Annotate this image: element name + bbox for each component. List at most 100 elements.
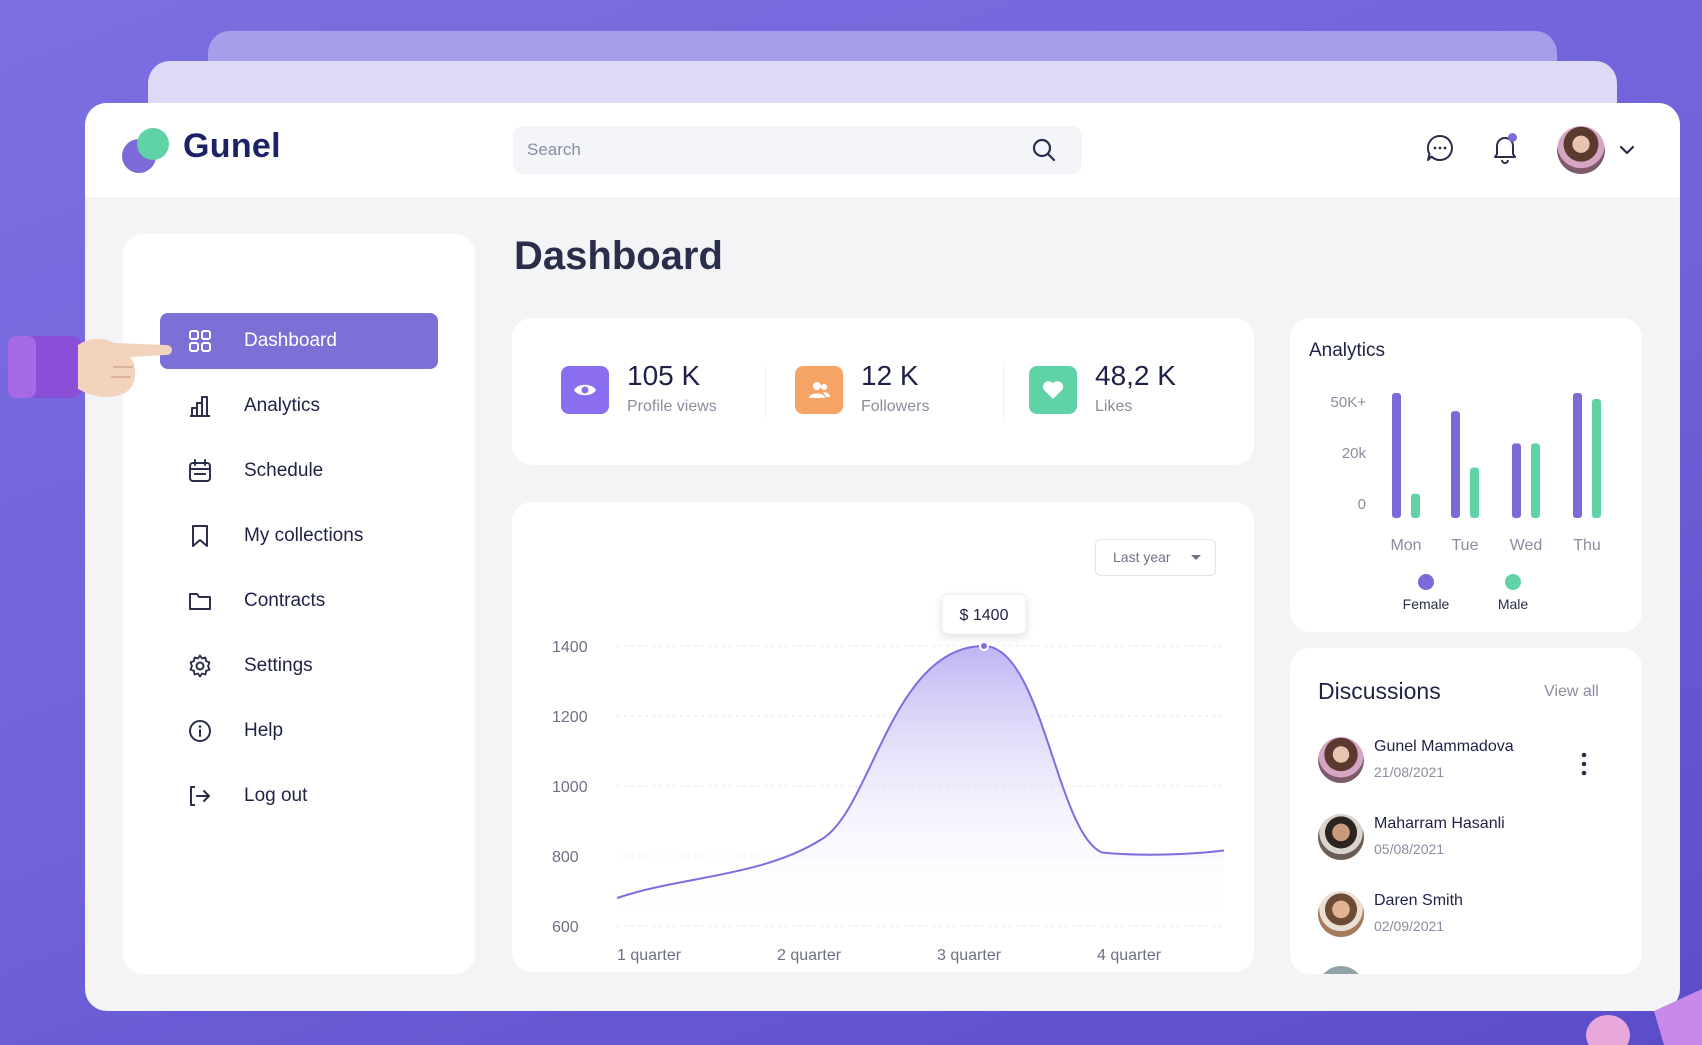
- sidebar-item-label: Settings: [244, 655, 313, 676]
- discussion-name: Gunel Mammadova: [1374, 738, 1514, 755]
- x-tick-label: 3 quarter: [937, 947, 1002, 964]
- sidebar-item-settings[interactable]: Settings: [160, 638, 438, 694]
- discussion-item[interactable]: Maharram Hasanli 05/08/2021: [1318, 814, 1618, 864]
- y-tick-label: 1200: [552, 709, 588, 726]
- sidebar-item-schedule[interactable]: Schedule: [160, 443, 438, 499]
- x-tick-label: 1 quarter: [617, 947, 682, 964]
- discussions-card: Discussions View all Gunel Mammadova 21/…: [1290, 648, 1642, 974]
- sidebar-item-dashboard[interactable]: Dashboard: [160, 313, 438, 369]
- chevron-down-icon[interactable]: [1618, 141, 1636, 159]
- avatar: [1318, 891, 1364, 937]
- value-tooltip: $ 1400: [941, 593, 1027, 635]
- sidebar: Dashboard Analytics Schedule My collecti…: [123, 234, 475, 974]
- x-tick-label: Thu: [1573, 537, 1601, 554]
- sidebar-item-label: Help: [244, 720, 284, 741]
- tooltip-text: $ 1400: [960, 607, 1009, 624]
- logout-icon: [190, 786, 210, 806]
- sidebar-item-label: Log out: [244, 785, 308, 806]
- sidebar-item-help[interactable]: Help: [160, 703, 438, 759]
- sidebar-item-label: Schedule: [244, 460, 324, 481]
- discussion-name: Daren Smith: [1374, 892, 1463, 909]
- search-input[interactable]: [527, 126, 1007, 174]
- grid-icon: [189, 330, 211, 352]
- more-vertical-icon[interactable]: [1580, 751, 1588, 777]
- stat-divider: [765, 366, 766, 418]
- discussion-date: 05/08/2021: [1374, 841, 1445, 857]
- heart-icon: [1029, 366, 1077, 414]
- app-window: Gunel: [85, 103, 1680, 1011]
- view-all-link[interactable]: View all: [1544, 683, 1599, 700]
- sidebar-item-label: My collections: [244, 525, 364, 546]
- x-tick-label: Mon: [1390, 537, 1421, 554]
- sidebar-item-label: Contracts: [244, 590, 326, 611]
- avatar: [1318, 966, 1364, 974]
- bar[interactable]: [1470, 467, 1479, 518]
- stat-value: 12 K: [861, 360, 919, 391]
- x-tick-label: 4 quarter: [1097, 947, 1162, 964]
- page-title: Dashboard: [514, 234, 723, 278]
- stat-label: Likes: [1095, 398, 1133, 415]
- bar[interactable]: [1573, 393, 1582, 518]
- sidebar-item-my-collections[interactable]: My collections: [160, 508, 438, 564]
- x-tick-label: Tue: [1452, 537, 1479, 554]
- caret-down-icon: [1191, 555, 1201, 560]
- bar[interactable]: [1592, 399, 1601, 518]
- eye-icon: [561, 366, 609, 414]
- bookmark-icon: [192, 525, 208, 547]
- y-tick-label: 20k: [1342, 445, 1367, 462]
- pointing-hand-icon: [8, 336, 172, 398]
- search-bar: [513, 126, 1082, 174]
- period-select[interactable]: Last year: [1095, 539, 1216, 576]
- discussion-date: 21/08/2021: [1374, 764, 1445, 780]
- gear-icon: [189, 654, 211, 678]
- bar[interactable]: [1451, 411, 1460, 518]
- y-tick-label: 1400: [552, 639, 588, 656]
- discussion-item[interactable]: Daren Smith 02/09/2021: [1318, 891, 1618, 941]
- sidebar-item-contracts[interactable]: Contracts: [160, 573, 438, 629]
- stat-value: 48,2 K: [1095, 360, 1176, 391]
- info-icon: [189, 720, 211, 742]
- legend-label: Male: [1498, 596, 1529, 612]
- users-icon: [795, 366, 843, 414]
- stats-card: 105 K Profile views 12 K Followers: [512, 318, 1254, 465]
- sidebar-item-analytics[interactable]: Analytics: [160, 378, 438, 434]
- y-tick-label: 800: [552, 849, 579, 866]
- legend-dot: [1418, 574, 1434, 590]
- sidebar-item-label: Analytics: [244, 395, 321, 416]
- stat-label: Followers: [861, 398, 930, 415]
- search-icon[interactable]: [1031, 137, 1057, 163]
- series-line: [616, 644, 1225, 899]
- analytics-title: Analytics: [1309, 340, 1386, 361]
- bar[interactable]: [1392, 393, 1401, 518]
- notification-dot: [1508, 133, 1517, 142]
- decorative-shape: [1586, 989, 1702, 1045]
- bar-chart-icon: [190, 396, 210, 417]
- user-avatar[interactable]: [1557, 126, 1605, 174]
- discussion-item[interactable]: Gunel Mammadova 21/08/2021: [1318, 737, 1618, 787]
- sidebar-item-label: Dashboard: [244, 330, 337, 351]
- discussions-title: Discussions: [1318, 678, 1441, 704]
- y-tick-label: 600: [552, 919, 579, 936]
- avatar: [1318, 814, 1364, 860]
- legend-dot: [1505, 574, 1521, 590]
- logo-icon: [122, 127, 174, 175]
- revenue-chart-card: 1400 1200 1000 800 600 1 quarter 2 quarter 3 q…: [512, 502, 1254, 972]
- period-value: Last year: [1113, 549, 1171, 565]
- discussion-date: 02/09/2021: [1374, 918, 1445, 934]
- bar[interactable]: [1411, 493, 1420, 518]
- bar[interactable]: [1512, 443, 1521, 518]
- legend-label: Female: [1403, 596, 1450, 612]
- y-tick-label: 1000: [552, 779, 588, 796]
- discussion-name: Maharram Hasanli: [1374, 815, 1505, 832]
- brand-name: Gunel: [183, 127, 281, 165]
- stat-divider: [1003, 366, 1004, 418]
- x-tick-label: 2 quarter: [777, 947, 842, 964]
- peak-point[interactable]: [979, 641, 989, 651]
- calendar-icon: [189, 459, 211, 482]
- revenue-chart: 1400 1200 1000 800 600 1 quarter 2 quarter 3 q…: [552, 593, 1225, 964]
- top-bar: Gunel: [85, 103, 1680, 197]
- bar[interactable]: [1531, 443, 1540, 518]
- sidebar-item-log-out[interactable]: Log out: [160, 768, 438, 824]
- chat-icon[interactable]: [1425, 133, 1455, 163]
- x-tick-label: Wed: [1510, 537, 1543, 554]
